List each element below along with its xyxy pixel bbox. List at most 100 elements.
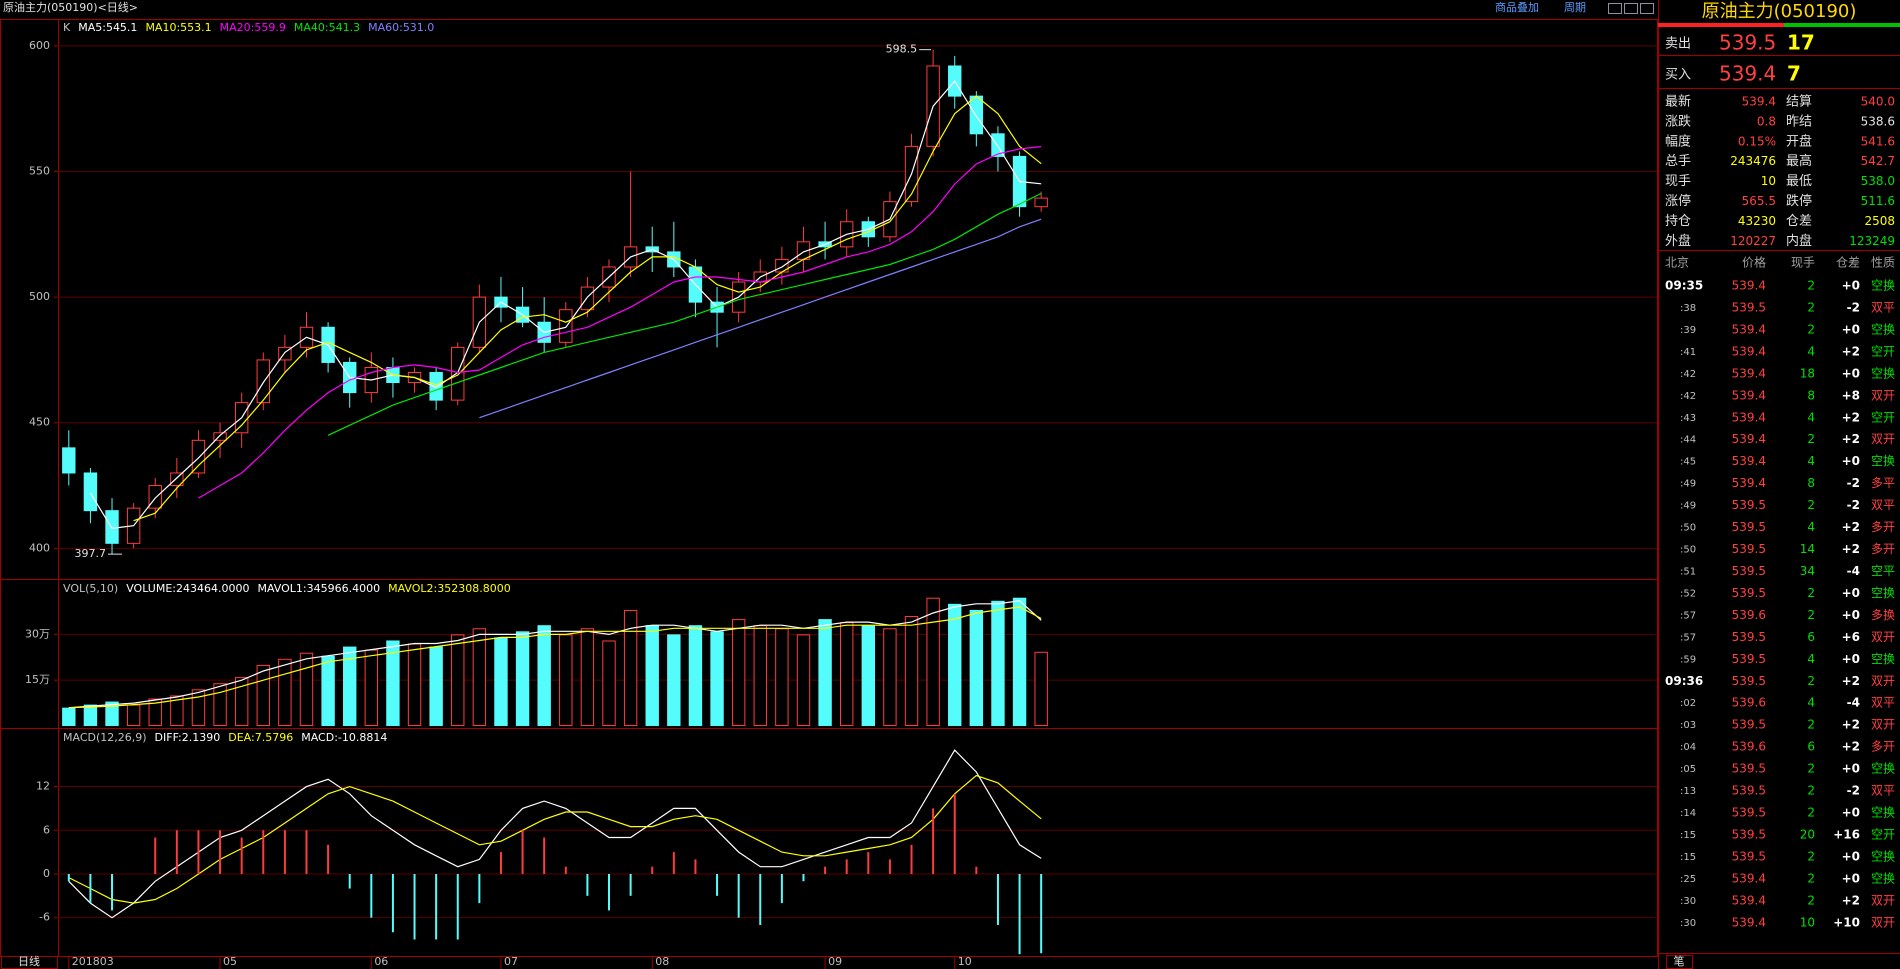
icon-next[interactable] — [1624, 3, 1638, 14]
y-tick-label: 0 — [43, 867, 50, 880]
quote-label: 最低 — [1786, 174, 1812, 189]
tick-volume: 6 — [1807, 740, 1815, 754]
tick-time: :50 — [1680, 545, 1696, 556]
tick-oi-change: +0 — [1842, 871, 1860, 885]
tick-nature: 空换 — [1871, 871, 1895, 885]
tick-time: :41 — [1680, 347, 1696, 358]
volume-bar — [126, 704, 141, 726]
volume-bar — [83, 704, 98, 726]
tick-header: 性质 — [1871, 256, 1895, 270]
bar-red — [1658, 23, 1784, 27]
menu-button[interactable]: 商品叠加 — [1495, 0, 1539, 14]
tick-price: 539.4 — [1732, 366, 1766, 380]
icon-window[interactable] — [1640, 3, 1654, 14]
tick-volume: 2 — [1807, 762, 1815, 776]
legend-entry: MAVOL2:352308.8000 — [388, 582, 511, 595]
volume-bar — [796, 634, 811, 726]
quote-label: 总手 — [1665, 154, 1691, 169]
tick-price: 539.5 — [1732, 300, 1766, 314]
tick-header: 现手 — [1791, 256, 1815, 270]
tick-volume: 2 — [1807, 279, 1815, 293]
x-tick-label: 06 — [374, 955, 388, 968]
tick-price: 539.5 — [1732, 630, 1766, 644]
tick-oi-change: +0 — [1842, 366, 1860, 380]
tick-oi-change: +2 — [1842, 740, 1860, 754]
tick-price: 539.5 — [1732, 542, 1766, 556]
volume-bar — [991, 600, 1005, 726]
icon-prev[interactable] — [1608, 3, 1622, 14]
tick-oi-change: +0 — [1842, 849, 1860, 863]
tick-nature: 双开 — [1871, 388, 1895, 402]
volume-bar — [472, 628, 487, 726]
tick-price: 539.4 — [1732, 476, 1766, 490]
quote-value: 0.8 — [1757, 114, 1776, 128]
volume-bar — [451, 634, 465, 726]
candle-body — [580, 286, 595, 311]
instrument-title: 原油主力(050190) — [1702, 1, 1857, 22]
window-icons[interactable] — [1608, 3, 1654, 14]
candle-body — [1034, 197, 1048, 208]
quote-side-qty: 17 — [1787, 31, 1815, 55]
tick-price: 539.5 — [1732, 498, 1766, 512]
tab-label[interactable]: 笔 — [1674, 954, 1685, 968]
quote-label: 现手 — [1665, 174, 1691, 189]
volume-bar — [667, 634, 681, 726]
y-tick-label: 15万 — [25, 673, 50, 686]
menu-button[interactable]: 周期 — [1564, 1, 1586, 14]
tick-nature: 多开 — [1871, 520, 1895, 534]
tick-price: 539.5 — [1732, 564, 1766, 578]
quote-value: 538.0 — [1861, 174, 1895, 188]
tick-price: 539.4 — [1732, 388, 1766, 402]
tick-nature: 双开 — [1871, 718, 1895, 732]
tick-time: :04 — [1680, 742, 1696, 753]
volume-bar — [861, 625, 876, 726]
quote-value: 538.6 — [1861, 114, 1895, 128]
tick-volume: 2 — [1807, 718, 1815, 732]
volume-bar — [818, 619, 832, 726]
volume-bar — [148, 698, 162, 726]
candle-body — [105, 510, 119, 544]
low-label: 397.7 — [75, 547, 107, 560]
y-tick-label: 500 — [29, 290, 50, 303]
quote-value: 541.6 — [1861, 134, 1895, 148]
tick-oi-change: +2 — [1842, 718, 1860, 732]
tick-oi-change: +0 — [1842, 652, 1860, 666]
volume-bar — [559, 634, 573, 726]
candle-body — [969, 95, 984, 135]
legend-entry: MA60:531.0 — [368, 21, 434, 34]
tick-nature: 多开 — [1871, 542, 1895, 556]
volume-bar — [515, 631, 530, 726]
tick-time: :14 — [1680, 808, 1696, 819]
tick-volume: 10 — [1800, 915, 1815, 929]
volume-bar — [256, 664, 270, 726]
volume-bar — [364, 649, 379, 726]
quote-label: 结算 — [1786, 95, 1812, 110]
tick-volume: 2 — [1807, 322, 1815, 336]
tick-volume: 2 — [1807, 784, 1815, 798]
candle-body — [62, 447, 76, 474]
tick-volume: 6 — [1807, 630, 1815, 644]
tick-oi-change: +0 — [1842, 322, 1860, 336]
volume-bar — [645, 625, 659, 726]
tick-price: 539.4 — [1732, 279, 1766, 293]
tick-volume: 2 — [1807, 586, 1815, 600]
tick-oi-change: +0 — [1842, 806, 1860, 820]
y-tick-label: 450 — [29, 416, 50, 429]
tick-volume: 14 — [1800, 542, 1815, 556]
volume-bar — [191, 689, 206, 726]
tick-nature: 空平 — [1871, 564, 1895, 578]
tick-price: 539.5 — [1732, 828, 1766, 842]
volume-bar — [62, 707, 76, 726]
tick-oi-change: +0 — [1842, 586, 1860, 600]
y-tick-label: 12 — [36, 780, 50, 793]
tick-time: :13 — [1680, 786, 1696, 797]
legend-title: VOL(5,10) — [63, 582, 118, 595]
tick-price: 539.5 — [1732, 652, 1766, 666]
tick-volume: 4 — [1807, 652, 1815, 666]
volume-bar — [839, 622, 854, 726]
tick-price: 539.6 — [1732, 696, 1766, 710]
y-tick-label: 550 — [29, 164, 50, 177]
candle-body — [559, 309, 573, 343]
tick-oi-change: +0 — [1842, 762, 1860, 776]
